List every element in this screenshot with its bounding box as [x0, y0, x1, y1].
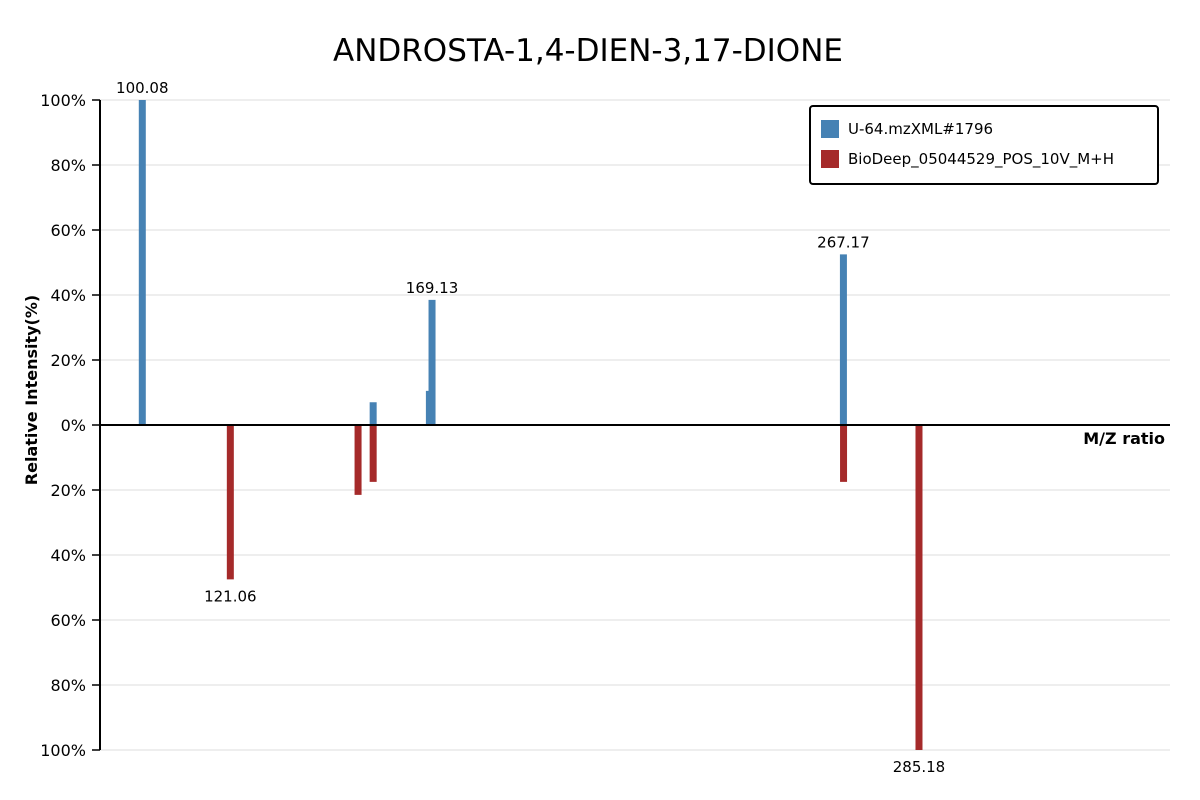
- peak-bar-series-1: [428, 299, 436, 425]
- grid-lines: [100, 99, 1170, 751]
- peak-bar-series-2: [226, 425, 234, 580]
- y-tick-label: 100%: [40, 741, 86, 760]
- legend-label-series-2: BioDeep_05044529_POS_10V_M+H: [848, 150, 1114, 169]
- y-tick-label: 20%: [50, 351, 86, 370]
- legend-swatch-series-1: [821, 120, 839, 138]
- peak-label: 267.17: [817, 233, 870, 251]
- peak-bar-series-2: [840, 425, 848, 482]
- y-tick-label: 60%: [50, 221, 86, 240]
- y-axis-ticks: 100% 80% 60% 40% 20% 0% 20% 40% 60% 80% 100%: [40, 91, 100, 760]
- chart-title: ANDROSTA-1,4-DIEN-3,17-DIONE: [333, 33, 843, 69]
- peak-bar-series-2: [354, 425, 362, 495]
- legend-box: [809, 105, 1159, 185]
- peak-label: 100.08: [116, 79, 169, 97]
- legend: U-64.mzXML#1796 BioDeep_05044529_POS_10V…: [809, 105, 1159, 185]
- peak-bar-series-2: [369, 425, 377, 482]
- peak-label: 121.06: [204, 587, 257, 605]
- y-tick-label: 80%: [50, 156, 86, 175]
- y-tick-label: 100%: [40, 91, 86, 110]
- peak-label: 285.18: [893, 758, 946, 776]
- peak-bar-series-1: [369, 402, 377, 425]
- axes: [99, 100, 1170, 750]
- y-tick-label: 0%: [61, 416, 86, 435]
- peak-bar-series-1: [138, 100, 146, 425]
- peak-bar-series-1: [839, 254, 847, 425]
- y-axis-title: Relative Intensity(%): [22, 295, 41, 485]
- peak-bar-series-2: [915, 425, 923, 750]
- legend-label-series-1: U-64.mzXML#1796: [848, 120, 993, 138]
- y-tick-label: 40%: [50, 286, 86, 305]
- y-tick-label: 40%: [50, 546, 86, 565]
- legend-swatch-series-2: [821, 150, 839, 168]
- y-tick-label: 80%: [50, 676, 86, 695]
- y-tick-label: 60%: [50, 611, 86, 630]
- x-axis-title: M/Z ratio: [1083, 429, 1165, 448]
- y-tick-label: 20%: [50, 481, 86, 500]
- peak-bars: [138, 100, 923, 750]
- peak-label: 169.13: [406, 279, 459, 297]
- peak-labels: 100.08 169.13 267.17 121.06 285.18: [116, 79, 945, 776]
